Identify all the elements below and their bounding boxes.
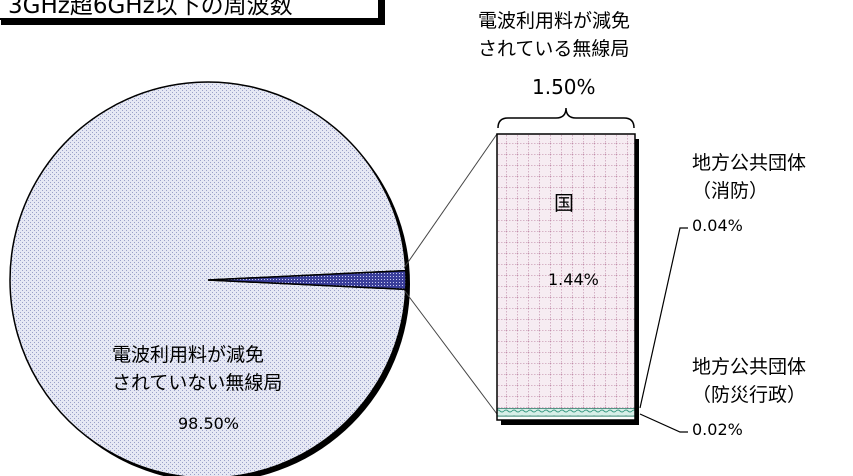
bar-national-label: 国 (554, 191, 574, 215)
chart-title: 3GHz超6GHz以下の周波数 (8, 0, 293, 19)
bar-segment-national (497, 134, 635, 409)
bar-brace (497, 107, 635, 129)
bar-header-line1: 電波利用料が減免 (478, 10, 631, 32)
disaster-label-line1: 地方公共団体 (692, 356, 807, 378)
chart-title-box (0, 0, 380, 20)
bar-national-value: 1.44% (548, 270, 599, 289)
pie-slice-not-exempt (9, 81, 407, 476)
fire-value: 0.04% (692, 216, 743, 235)
pie-slice-exempt (207, 269, 407, 291)
bar-segment-fire (496, 408, 636, 417)
disaster-label-line2: （防災行政） (692, 384, 807, 406)
fire-label-line2: （消防） (692, 180, 769, 202)
pie-large-label-line2: されていない無線局 (112, 372, 283, 394)
disaster-value: 0.02% (692, 420, 743, 439)
pie-group (9, 81, 407, 476)
leader-fire (639, 227, 688, 409)
breakdown-bar (496, 134, 636, 421)
pie-large-label-line1: 電波利用料が減免 (112, 344, 265, 366)
fire-label-line1: 地方公共団体 (692, 152, 807, 174)
connector-line-bottom (403, 289, 498, 415)
leader-disaster (639, 413, 688, 433)
bar-outline (496, 133, 636, 421)
connector-line-top (403, 133, 498, 269)
pie-large-value: 98.50% (178, 414, 240, 433)
bar-total-value: 1.50% (532, 75, 596, 99)
bar-header-line2: されている無線局 (478, 38, 630, 60)
